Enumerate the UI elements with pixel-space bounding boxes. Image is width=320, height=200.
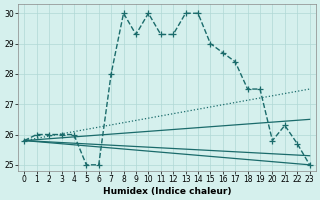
X-axis label: Humidex (Indice chaleur): Humidex (Indice chaleur): [103, 187, 231, 196]
